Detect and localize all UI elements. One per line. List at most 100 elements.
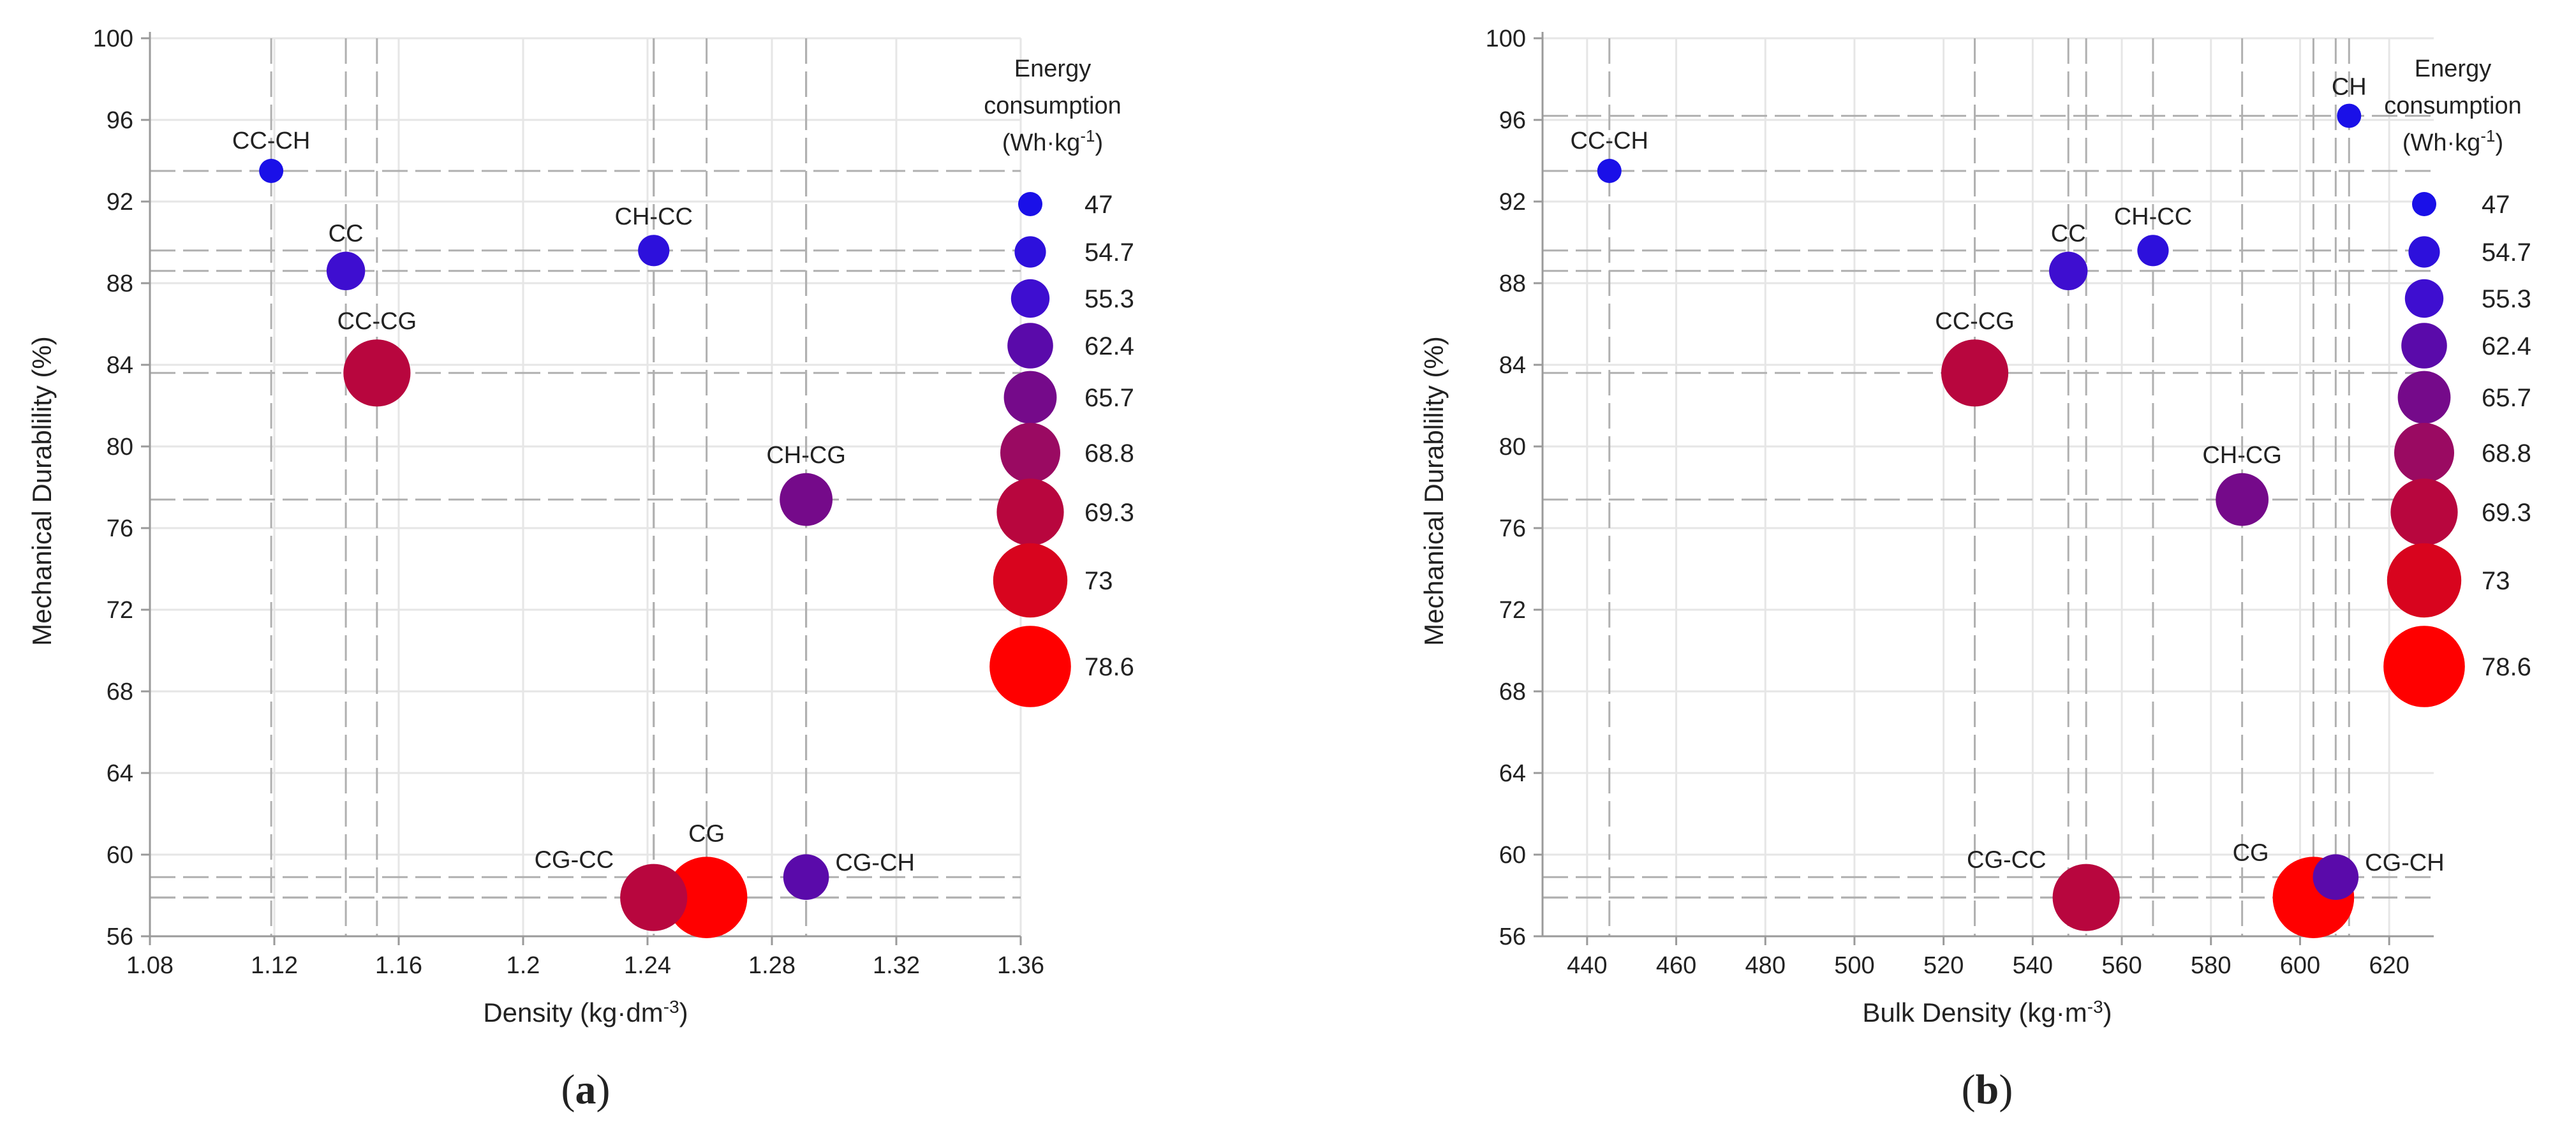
legend-label-65.7: 65.7: [2482, 384, 2531, 412]
y-tick-label: 92: [1499, 189, 1526, 216]
bubble-cg: [665, 857, 748, 938]
legend-swatch-62.4: [1007, 323, 1053, 369]
legend-swatch-78.6: [2383, 626, 2465, 707]
bubble-ch: [2337, 103, 2362, 128]
point-label-cc-ch: CC-CH: [1571, 128, 1648, 154]
y-tick-label: 88: [1499, 270, 1526, 297]
y-tick-label: 68: [1499, 679, 1526, 705]
x-tick-label: 1.12: [251, 952, 298, 979]
legend-label-55.3: 55.3: [2482, 285, 2531, 313]
y-tick-label: 76: [1499, 515, 1526, 542]
bubble-cc-cg: [1941, 339, 2009, 407]
legend-swatch-54.7: [1014, 236, 1046, 268]
y-tick-label: 72: [107, 597, 133, 624]
legend-swatch-65.7: [1003, 371, 1057, 424]
chart-b-point-labels: CC-CH CH CC CH-CC CC-CG CH-CG CG-CC CG CG-CH: [1571, 74, 2445, 877]
point-label-cg: CG: [688, 820, 725, 847]
y-tick-label: 96: [107, 107, 133, 134]
legend-swatch-65.7: [2397, 371, 2451, 424]
chart-a-point-labels: CC-CH CC CC-CG CH-CC CH-CG CG-CC CG CG-CH: [232, 128, 915, 876]
bubble-cc-cg: [343, 339, 411, 407]
legend-label-69.3: 69.3: [2482, 499, 2531, 527]
y-tick-label: 80: [1499, 434, 1526, 460]
bubble-cc: [2049, 251, 2088, 290]
point-label-cc-cg: CC-CG: [337, 308, 417, 335]
x-tick-label: 580: [2191, 952, 2231, 979]
legend-swatch-68.8: [1000, 423, 1060, 483]
y-tick-label: 56: [1499, 924, 1526, 950]
legend-swatch-55.3: [1010, 279, 1050, 318]
y-tick-label: 92: [107, 189, 133, 216]
chart-b-y-ticks: 56 60 64 68 72 76 80 84 88 92 96 100: [1486, 26, 1543, 950]
legend-swatch-73: [2387, 543, 2462, 618]
y-tick-label: 76: [107, 515, 133, 542]
bubble-ch-cg: [780, 473, 833, 526]
chart-b-y-axis-label: Mechanical Durablility (%): [1419, 336, 1449, 645]
point-label-cg: CG: [2233, 839, 2269, 866]
chart-a-guide-lines: [150, 38, 1021, 936]
legend-energy-b: Energy consumption (Wh·kg-1) 47 54.7 55.3 6…: [2383, 55, 2531, 707]
y-tick-label: 84: [107, 352, 133, 379]
chart-a-bubbles: [259, 159, 833, 938]
x-tick-label: 600: [2280, 952, 2320, 979]
legend-label-78.6: 78.6: [1084, 653, 1134, 681]
x-tick-label: 1.16: [375, 952, 422, 979]
legend-b-unit: (Wh·kg-1): [2402, 126, 2503, 156]
point-label-cc-ch: CC-CH: [232, 128, 310, 154]
legend-label-54.7: 54.7: [1084, 239, 1134, 267]
legend-label-69.3: 69.3: [1084, 499, 1134, 527]
x-tick-label: 1.32: [873, 952, 920, 979]
x-tick-label: 1.24: [624, 952, 671, 979]
x-tick-label: 480: [1745, 952, 1786, 979]
point-label-ch-cg: CH-CG: [766, 442, 846, 469]
legend-swatch-78.6: [989, 626, 1071, 707]
chart-b-x-ticks: 440 460 480 500 520 540 560 580 600 620: [1567, 936, 2409, 979]
legend-label-73: 73: [1084, 567, 1113, 595]
chart-a-panel-label: (a): [561, 1066, 611, 1113]
bubble-cc: [326, 251, 366, 290]
bubble-ch-cc: [638, 235, 670, 267]
legend-a-title-line2: consumption: [984, 92, 1121, 119]
y-tick-label: 100: [93, 26, 133, 52]
y-tick-label: 64: [107, 760, 133, 787]
x-tick-label: 520: [1923, 952, 1964, 979]
x-tick-label: 1.08: [126, 952, 174, 979]
chart-b-panel-label: (b): [1962, 1066, 2013, 1113]
x-tick-label: 560: [2101, 952, 2142, 979]
y-tick-label: 80: [107, 434, 133, 460]
legend-a-unit: (Wh·kg-1): [1002, 126, 1103, 156]
legend-label-78.6: 78.6: [2482, 653, 2531, 681]
legend-b-entries: 47 54.7 55.3 62.4 65.7 68.8 69.3 73 78.6: [2383, 191, 2531, 707]
y-tick-label: 68: [107, 679, 133, 705]
chart-b-x-axis-label: Bulk Density (kg·m-3): [1862, 997, 2112, 1027]
x-tick-label: 620: [2369, 952, 2409, 979]
chart-b-axes: [1541, 32, 2434, 938]
y-tick-label: 56: [107, 924, 133, 950]
bubble-ch-cg: [2216, 473, 2269, 526]
point-label-ch: CH: [2332, 74, 2367, 101]
x-tick-label: 500: [1834, 952, 1874, 979]
bubble-cc-ch: [259, 159, 284, 183]
y-tick-label: 64: [1499, 760, 1526, 787]
legend-b-title-line1: Energy: [2415, 55, 2491, 82]
point-label-cc: CC: [329, 221, 364, 247]
y-tick-label: 100: [1486, 26, 1526, 52]
legend-swatch-73: [993, 543, 1068, 618]
y-tick-label: 60: [107, 842, 133, 869]
x-tick-label: 1.28: [748, 952, 796, 979]
legend-energy-a: Energy consumption (Wh·kg-1) 47 54.7 55.3 6…: [984, 55, 1134, 707]
legend-swatch-69.3: [2390, 478, 2458, 546]
x-tick-label: 460: [1656, 952, 1696, 979]
legend-swatch-68.8: [2394, 423, 2454, 483]
bubble-cg-cc: [2052, 864, 2120, 931]
legend-b-title-line2: consumption: [2384, 92, 2521, 119]
chart-b-grid: [1543, 37, 2434, 938]
legend-a-title-line1: Energy: [1014, 55, 1091, 82]
legend-label-65.7: 65.7: [1084, 384, 1134, 412]
x-tick-label: 1.36: [997, 952, 1044, 979]
legend-label-73: 73: [2482, 567, 2510, 595]
point-label-cc-cg: CC-CG: [1935, 308, 2015, 335]
point-label-cg-ch: CG-CH: [835, 850, 915, 876]
chart-a-y-axis-label: Mechanical Durablility (%): [27, 336, 57, 645]
